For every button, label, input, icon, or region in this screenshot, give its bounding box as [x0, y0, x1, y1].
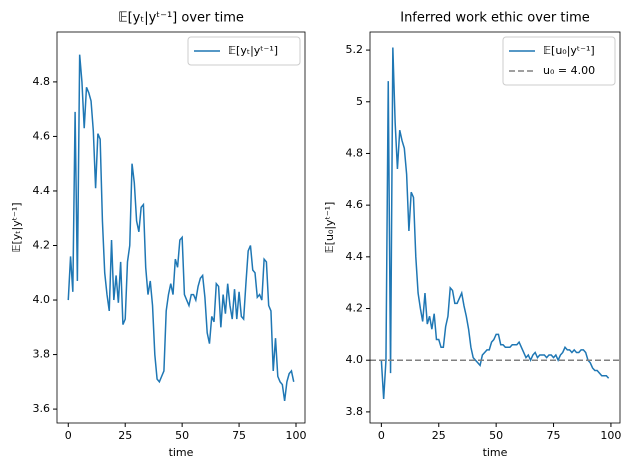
subplot: Inferred work ethic over time 0 25 50 75 100 3… — [323, 11, 621, 460]
y-tick-label: 4.0 — [33, 293, 51, 306]
y-tick-label: 3.8 — [346, 405, 364, 418]
y-tick-label: 4.4 — [346, 250, 364, 263]
x-tick-label: 50 — [175, 429, 189, 442]
legend: 𝔼[yₜ|yᵗ⁻¹] — [187, 36, 301, 66]
x-tick-label: 25 — [432, 429, 446, 442]
x-tick-label: 0 — [378, 429, 385, 442]
x-tick-label: 25 — [118, 429, 132, 442]
subplot-title: 𝔼[yₜ|yᵗ⁻¹] over time — [118, 11, 244, 26]
y-axis-label: 𝔼[u₀|yᵗ⁻¹] — [323, 202, 336, 254]
y-tick-label: 3.6 — [33, 402, 51, 415]
y-tick-label: 5 — [356, 95, 363, 108]
x-tick-label: 75 — [232, 429, 246, 442]
y-tick-label: 3.8 — [33, 348, 51, 361]
subplot: 𝔼[yₜ|yᵗ⁻¹] over time 0 25 50 75 100 3.6 3.8 4.0 4… — [10, 11, 307, 460]
x-tick-label: 100 — [286, 429, 307, 442]
legend-label: 𝔼[u₀|yᵗ⁻¹] — [543, 44, 595, 57]
x-axis-label: time — [483, 446, 508, 459]
y-tick-label: 4.8 — [346, 146, 364, 159]
y-tick-label: 4.6 — [346, 198, 364, 211]
y-axis-label: 𝔼[yₜ|yᵗ⁻¹] — [10, 202, 23, 252]
legend-label: 𝔼[yₜ|yᵗ⁻¹] — [228, 44, 278, 57]
y-tick-label: 4.6 — [33, 129, 51, 142]
legend-box — [187, 36, 301, 66]
x-tick-label: 50 — [489, 429, 503, 442]
x-tick-label: 0 — [65, 429, 72, 442]
x-tick-label: 75 — [547, 429, 561, 442]
series-line — [380, 47, 610, 400]
y-tick-label: 4.0 — [346, 353, 364, 366]
y-tick-label: 4.2 — [346, 302, 364, 315]
legend-label: u₀ = 4.00 — [543, 64, 595, 77]
x-tick-label: 100 — [600, 429, 621, 442]
axes-frame — [369, 31, 621, 424]
legend: 𝔼[u₀|yᵗ⁻¹] u₀ = 4.00 — [502, 36, 616, 86]
y-tick-label: 5.2 — [346, 43, 364, 56]
legend-box — [502, 36, 616, 86]
series-line — [67, 54, 295, 402]
y-tick-label: 4.4 — [33, 184, 51, 197]
y-tick-label: 4.2 — [33, 238, 51, 251]
axes-frame — [56, 31, 306, 424]
y-tick-label: 4.8 — [33, 75, 51, 88]
x-axis-label: time — [169, 446, 194, 459]
subplot-title: Inferred work ethic over time — [400, 11, 590, 26]
